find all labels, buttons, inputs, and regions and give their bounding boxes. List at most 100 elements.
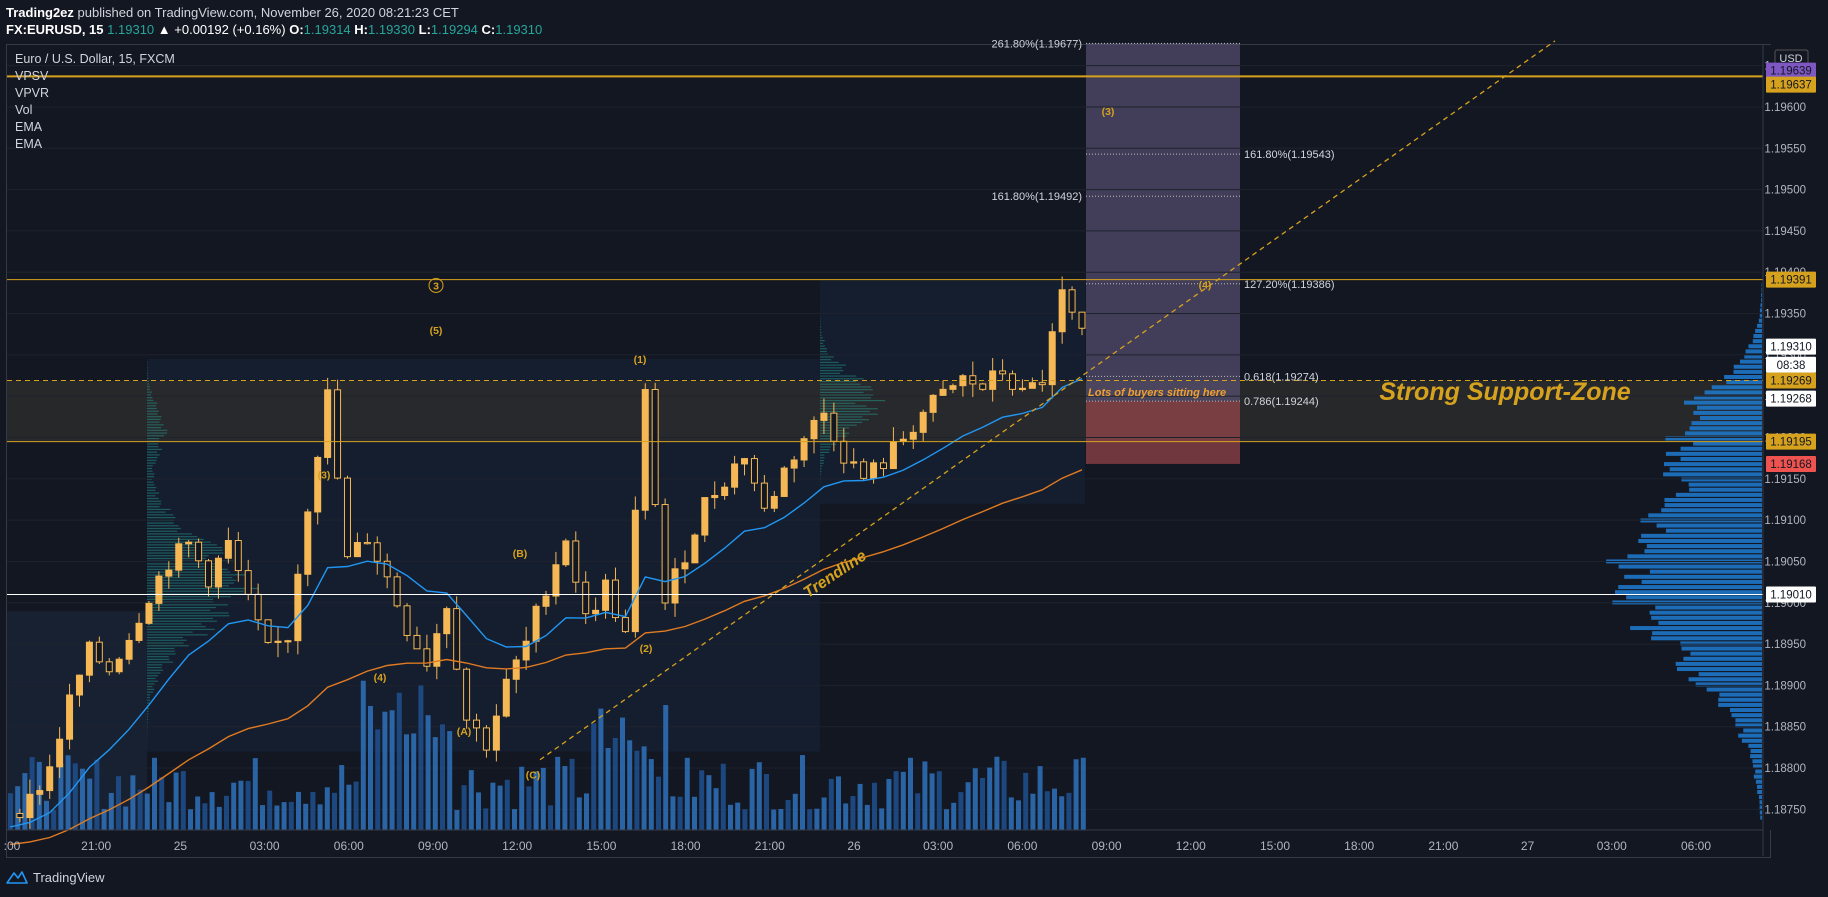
candle-body[interactable] [463, 668, 471, 721]
candle-body[interactable] [1048, 331, 1056, 386]
candle-body[interactable] [840, 440, 848, 464]
candle-body[interactable] [909, 431, 917, 440]
candle-body[interactable] [264, 619, 272, 643]
candle-body[interactable] [602, 579, 610, 611]
candle-body[interactable] [125, 639, 133, 660]
candle-body[interactable] [294, 573, 302, 642]
candle-body[interactable] [830, 412, 838, 442]
candle-body[interactable] [85, 641, 93, 676]
candle-body[interactable] [433, 633, 441, 667]
candle-body[interactable] [155, 575, 163, 604]
candle-body[interactable] [939, 388, 947, 396]
candle-body[interactable] [879, 462, 887, 470]
candle-body[interactable] [1018, 387, 1026, 391]
candle-body[interactable] [244, 570, 252, 595]
candle-body[interactable] [334, 389, 342, 479]
candle-body[interactable] [1078, 311, 1086, 329]
candle-body[interactable] [512, 659, 520, 680]
candle-body[interactable] [641, 389, 649, 511]
candle-body[interactable] [95, 641, 103, 663]
candle-body[interactable] [314, 456, 322, 513]
candle-body[interactable] [1068, 289, 1076, 313]
candle-body[interactable] [46, 766, 54, 792]
candle-body[interactable] [741, 458, 749, 465]
candle-body[interactable] [651, 389, 659, 506]
candle-body[interactable] [373, 542, 381, 562]
candle-body[interactable] [949, 385, 957, 390]
candle-body[interactable] [393, 576, 401, 607]
candle-body[interactable] [542, 595, 550, 607]
candle-body[interactable] [195, 541, 203, 562]
candle-body[interactable] [26, 793, 34, 819]
candle-body[interactable] [105, 661, 113, 673]
candle-body[interactable] [760, 482, 768, 509]
candle-body[interactable] [492, 715, 500, 751]
candle-body[interactable] [145, 602, 153, 624]
candle-body[interactable] [721, 486, 729, 497]
author-name[interactable]: Trading2ez [6, 5, 74, 20]
candle-body[interactable] [274, 640, 282, 643]
candle-body[interactable] [254, 593, 262, 621]
candle-body[interactable] [1058, 289, 1066, 333]
candle-body[interactable] [1028, 382, 1036, 389]
candle-body[interactable] [929, 394, 937, 413]
candle-body[interactable] [36, 790, 44, 795]
candle-body[interactable] [850, 461, 858, 464]
candle-body[interactable] [999, 370, 1007, 375]
candle-body[interactable] [919, 411, 927, 433]
candle-body[interactable] [234, 540, 242, 572]
candle-body[interactable] [165, 569, 173, 577]
candle-body[interactable] [413, 634, 421, 650]
candle-body[interactable] [562, 540, 570, 566]
candle-body[interactable] [522, 640, 530, 661]
candle-body[interactable] [790, 459, 798, 469]
candle-body[interactable] [711, 495, 719, 499]
candle-body[interactable] [860, 461, 868, 479]
candle-body[interactable] [403, 605, 411, 636]
candle-body[interactable] [443, 608, 451, 635]
candle-body[interactable] [810, 419, 818, 440]
candle-body[interactable] [423, 648, 431, 667]
candle-body[interactable] [572, 540, 580, 583]
candle-body[interactable] [552, 564, 560, 597]
candle-body[interactable] [979, 383, 987, 390]
candle-body[interactable] [661, 504, 669, 604]
candle-body[interactable] [701, 497, 709, 536]
candle-body[interactable] [224, 540, 232, 559]
candle-body[interactable] [383, 560, 391, 578]
candle-body[interactable] [324, 389, 332, 458]
candle-body[interactable] [770, 495, 778, 509]
candle-body[interactable] [731, 463, 739, 488]
candle-body[interactable] [969, 375, 977, 385]
trendline[interactable] [539, 40, 1556, 761]
candle-body[interactable] [889, 441, 897, 470]
candle-body[interactable] [185, 541, 193, 545]
legend-indicator-vpvr[interactable]: VPVR [15, 86, 50, 100]
candle-body[interactable] [16, 812, 24, 819]
candle-body[interactable] [502, 678, 510, 717]
candle-body[interactable] [453, 608, 461, 670]
candle-body[interactable] [214, 557, 222, 588]
legend-indicator-vol[interactable]: Vol [15, 103, 33, 117]
candle-body[interactable] [304, 511, 312, 575]
legend-indicator-ema-2[interactable]: EMA [15, 137, 43, 151]
candle-body[interactable] [284, 640, 292, 643]
candle-body[interactable] [631, 509, 639, 633]
symbol-label[interactable]: FX:EURUSD, 15 [6, 22, 104, 37]
candle-body[interactable] [363, 542, 371, 545]
candle-body[interactable] [175, 543, 183, 571]
candle-body[interactable] [75, 674, 83, 696]
candle-body[interactable] [870, 462, 878, 479]
candle-body[interactable] [66, 694, 74, 740]
candle-body[interactable] [820, 412, 828, 421]
candle-body[interactable] [780, 467, 788, 497]
legend-indicator-vpsv[interactable]: VPSV [15, 69, 49, 83]
candle-body[interactable] [482, 727, 490, 751]
candle-body[interactable] [205, 560, 213, 588]
candle-body[interactable] [473, 719, 481, 729]
candle-body[interactable] [532, 605, 540, 642]
candle-body[interactable] [592, 609, 600, 615]
candle-body[interactable] [671, 568, 679, 604]
candle-body[interactable] [800, 438, 808, 461]
